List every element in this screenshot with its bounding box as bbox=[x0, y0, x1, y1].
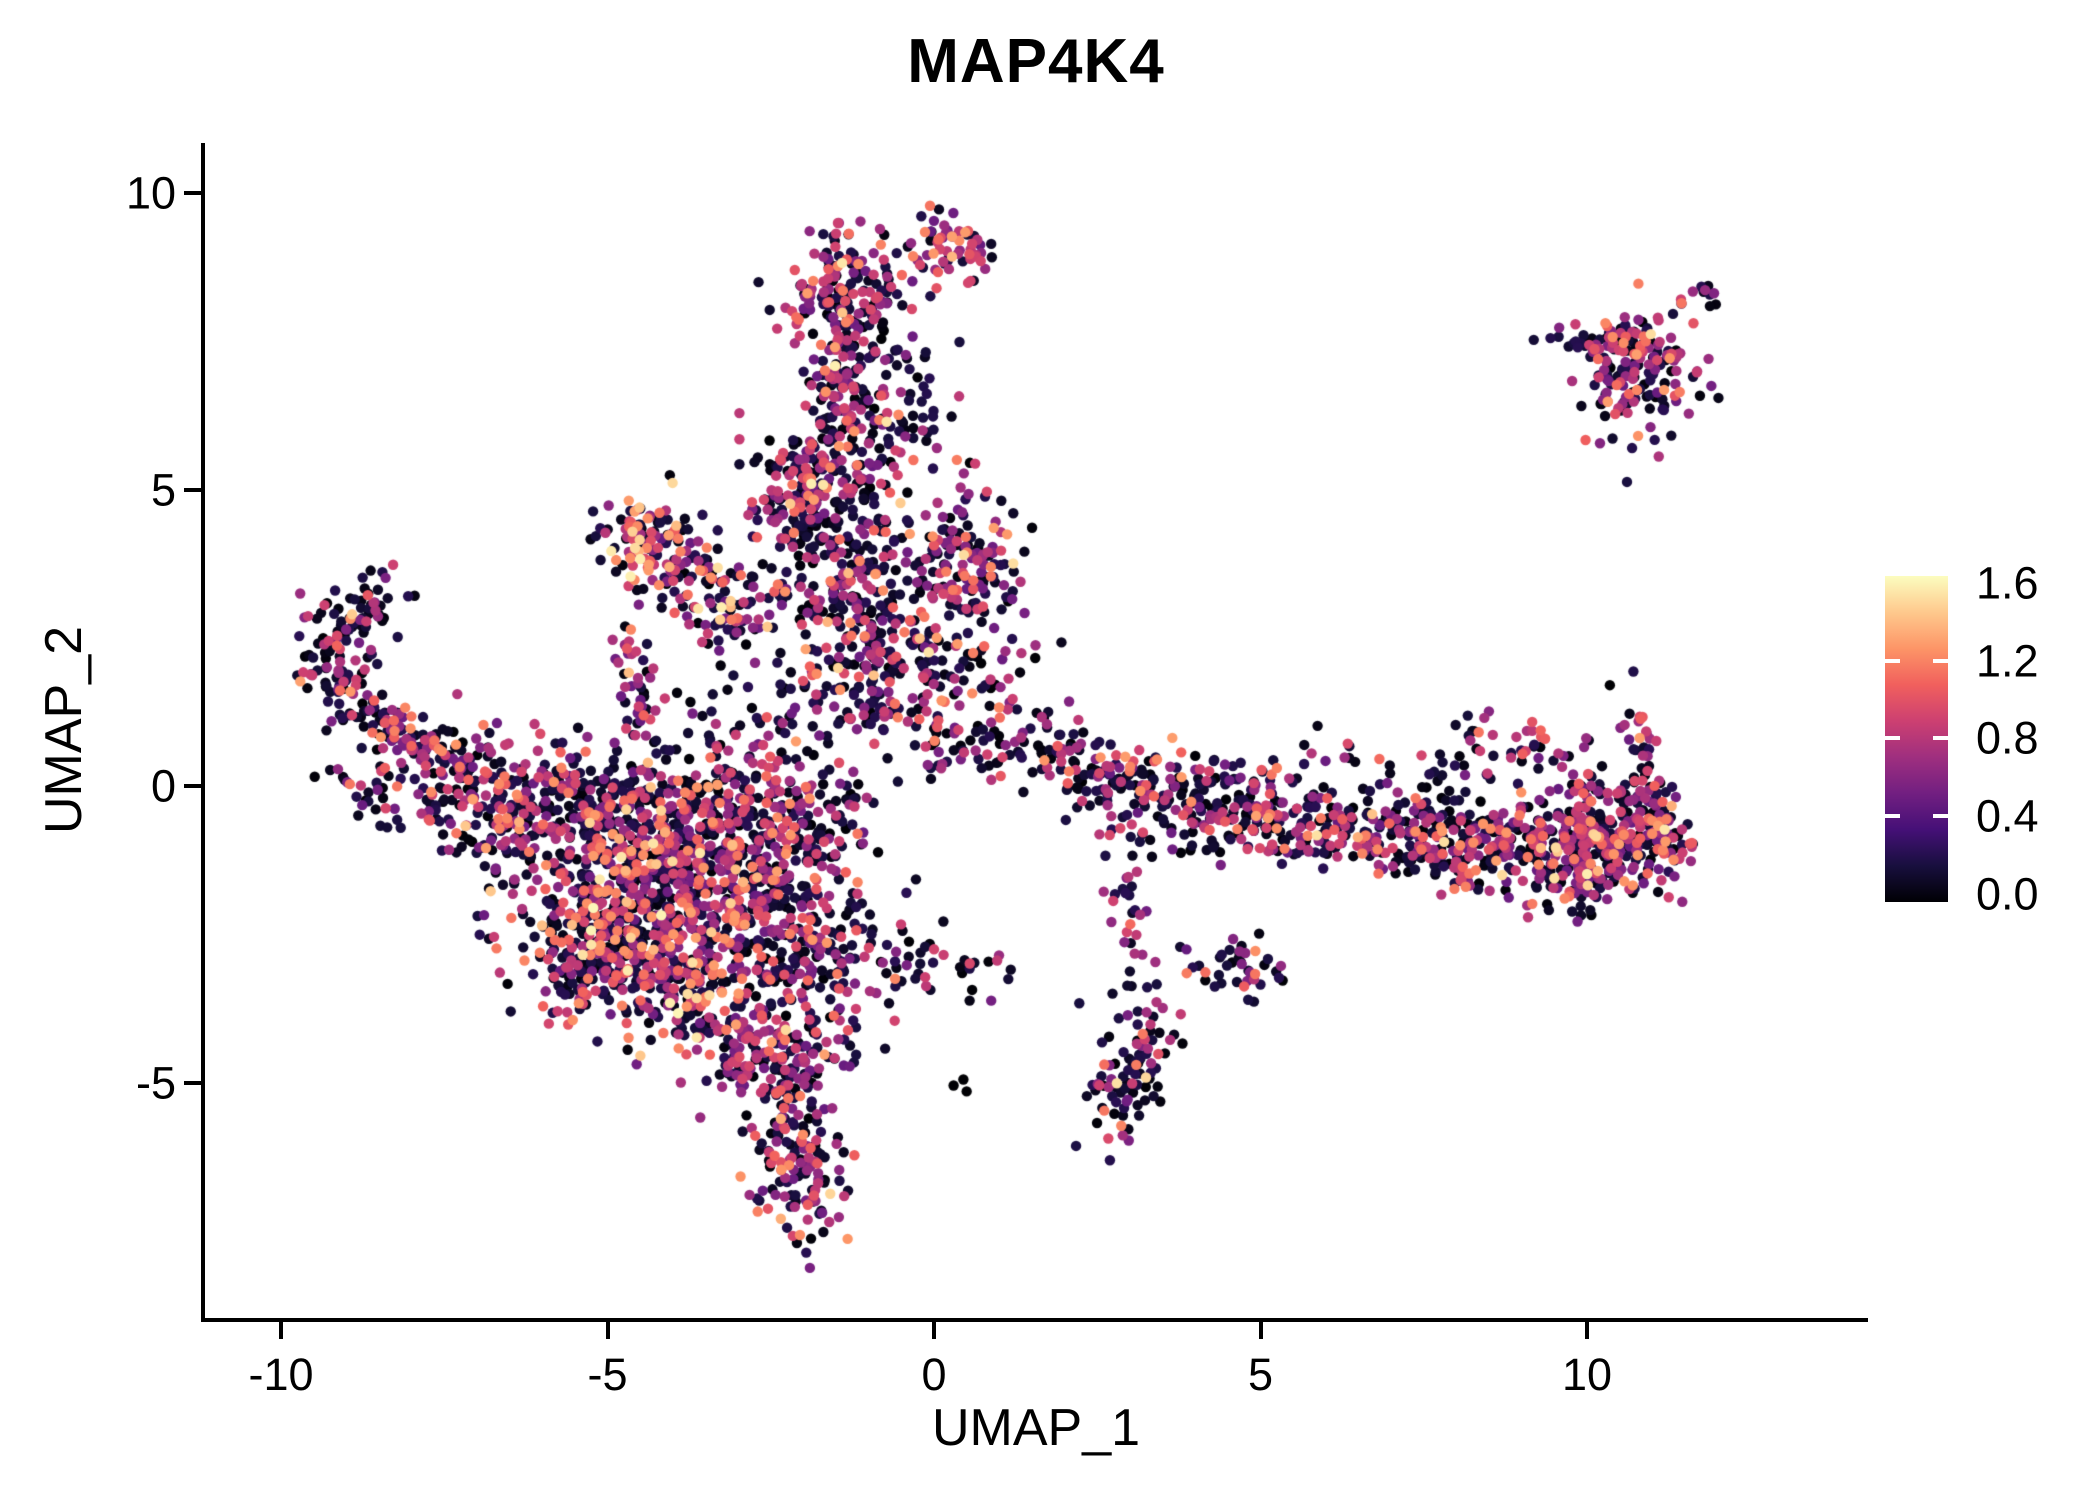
x-tick-mark bbox=[279, 1322, 283, 1339]
colorbar-tick-mark bbox=[1933, 736, 1948, 741]
colorbar-tick-label: 1.6 bbox=[1976, 557, 2039, 609]
y-tick-mark bbox=[184, 784, 201, 788]
y-tick-label: 5 bbox=[150, 464, 176, 515]
x-tick-mark bbox=[1585, 1322, 1589, 1339]
colorbar-tick-label: 0.8 bbox=[1976, 712, 2039, 764]
y-axis-line bbox=[201, 143, 205, 1322]
colorbar-tick-label: 0.0 bbox=[1976, 868, 2039, 920]
x-tick-label: -5 bbox=[587, 1349, 628, 1400]
x-axis-line bbox=[201, 1318, 1868, 1322]
colorbar-tick-mark bbox=[1933, 814, 1948, 819]
x-axis-title: UMAP_1 bbox=[931, 1399, 1141, 1457]
y-tick-label: 0 bbox=[150, 760, 176, 812]
y-tick-mark bbox=[184, 1080, 201, 1085]
plot-title: MAP4K4 bbox=[907, 27, 1165, 96]
colorbar-tick-label: 0.4 bbox=[1976, 790, 2039, 842]
y-tick-mark bbox=[184, 487, 201, 492]
colorbar-tick-label: 1.2 bbox=[1976, 635, 2039, 687]
x-tick-label: 5 bbox=[1247, 1349, 1274, 1400]
y-tick-label: -5 bbox=[135, 1057, 176, 1108]
x-tick-label: 0 bbox=[921, 1349, 947, 1400]
x-tick-mark bbox=[932, 1322, 936, 1339]
x-tick-label: -10 bbox=[248, 1349, 314, 1400]
colorbar-tick-mark bbox=[1885, 736, 1900, 741]
colorbar-tick-mark bbox=[1885, 658, 1900, 663]
colorbar-tick-mark bbox=[1933, 658, 1948, 663]
y-tick-mark bbox=[184, 191, 201, 195]
y-tick-label: 10 bbox=[125, 167, 176, 219]
x-tick-mark bbox=[605, 1322, 610, 1339]
x-tick-label: 10 bbox=[1561, 1349, 1613, 1400]
colorbar-tick-mark bbox=[1885, 814, 1900, 819]
x-tick-mark bbox=[1258, 1322, 1263, 1339]
